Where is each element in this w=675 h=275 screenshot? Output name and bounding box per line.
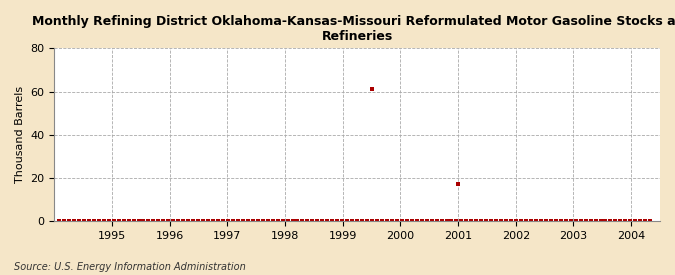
Text: Source: U.S. Energy Information Administration: Source: U.S. Energy Information Administ… [14, 262, 245, 272]
Y-axis label: Thousand Barrels: Thousand Barrels [15, 86, 25, 183]
Title: Monthly Refining District Oklahoma-Kansas-Missouri Reformulated Motor Gasoline S: Monthly Refining District Oklahoma-Kansa… [32, 15, 675, 43]
